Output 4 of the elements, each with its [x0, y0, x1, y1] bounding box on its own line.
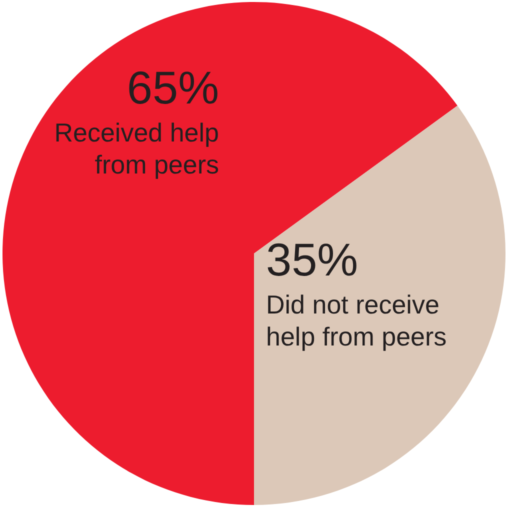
data-label: 35%: [266, 234, 358, 286]
slice-label: Received help from peers: [54, 118, 219, 180]
slice-label: Did not receive help from peers: [266, 290, 447, 352]
data-label: 65%: [126, 62, 219, 114]
